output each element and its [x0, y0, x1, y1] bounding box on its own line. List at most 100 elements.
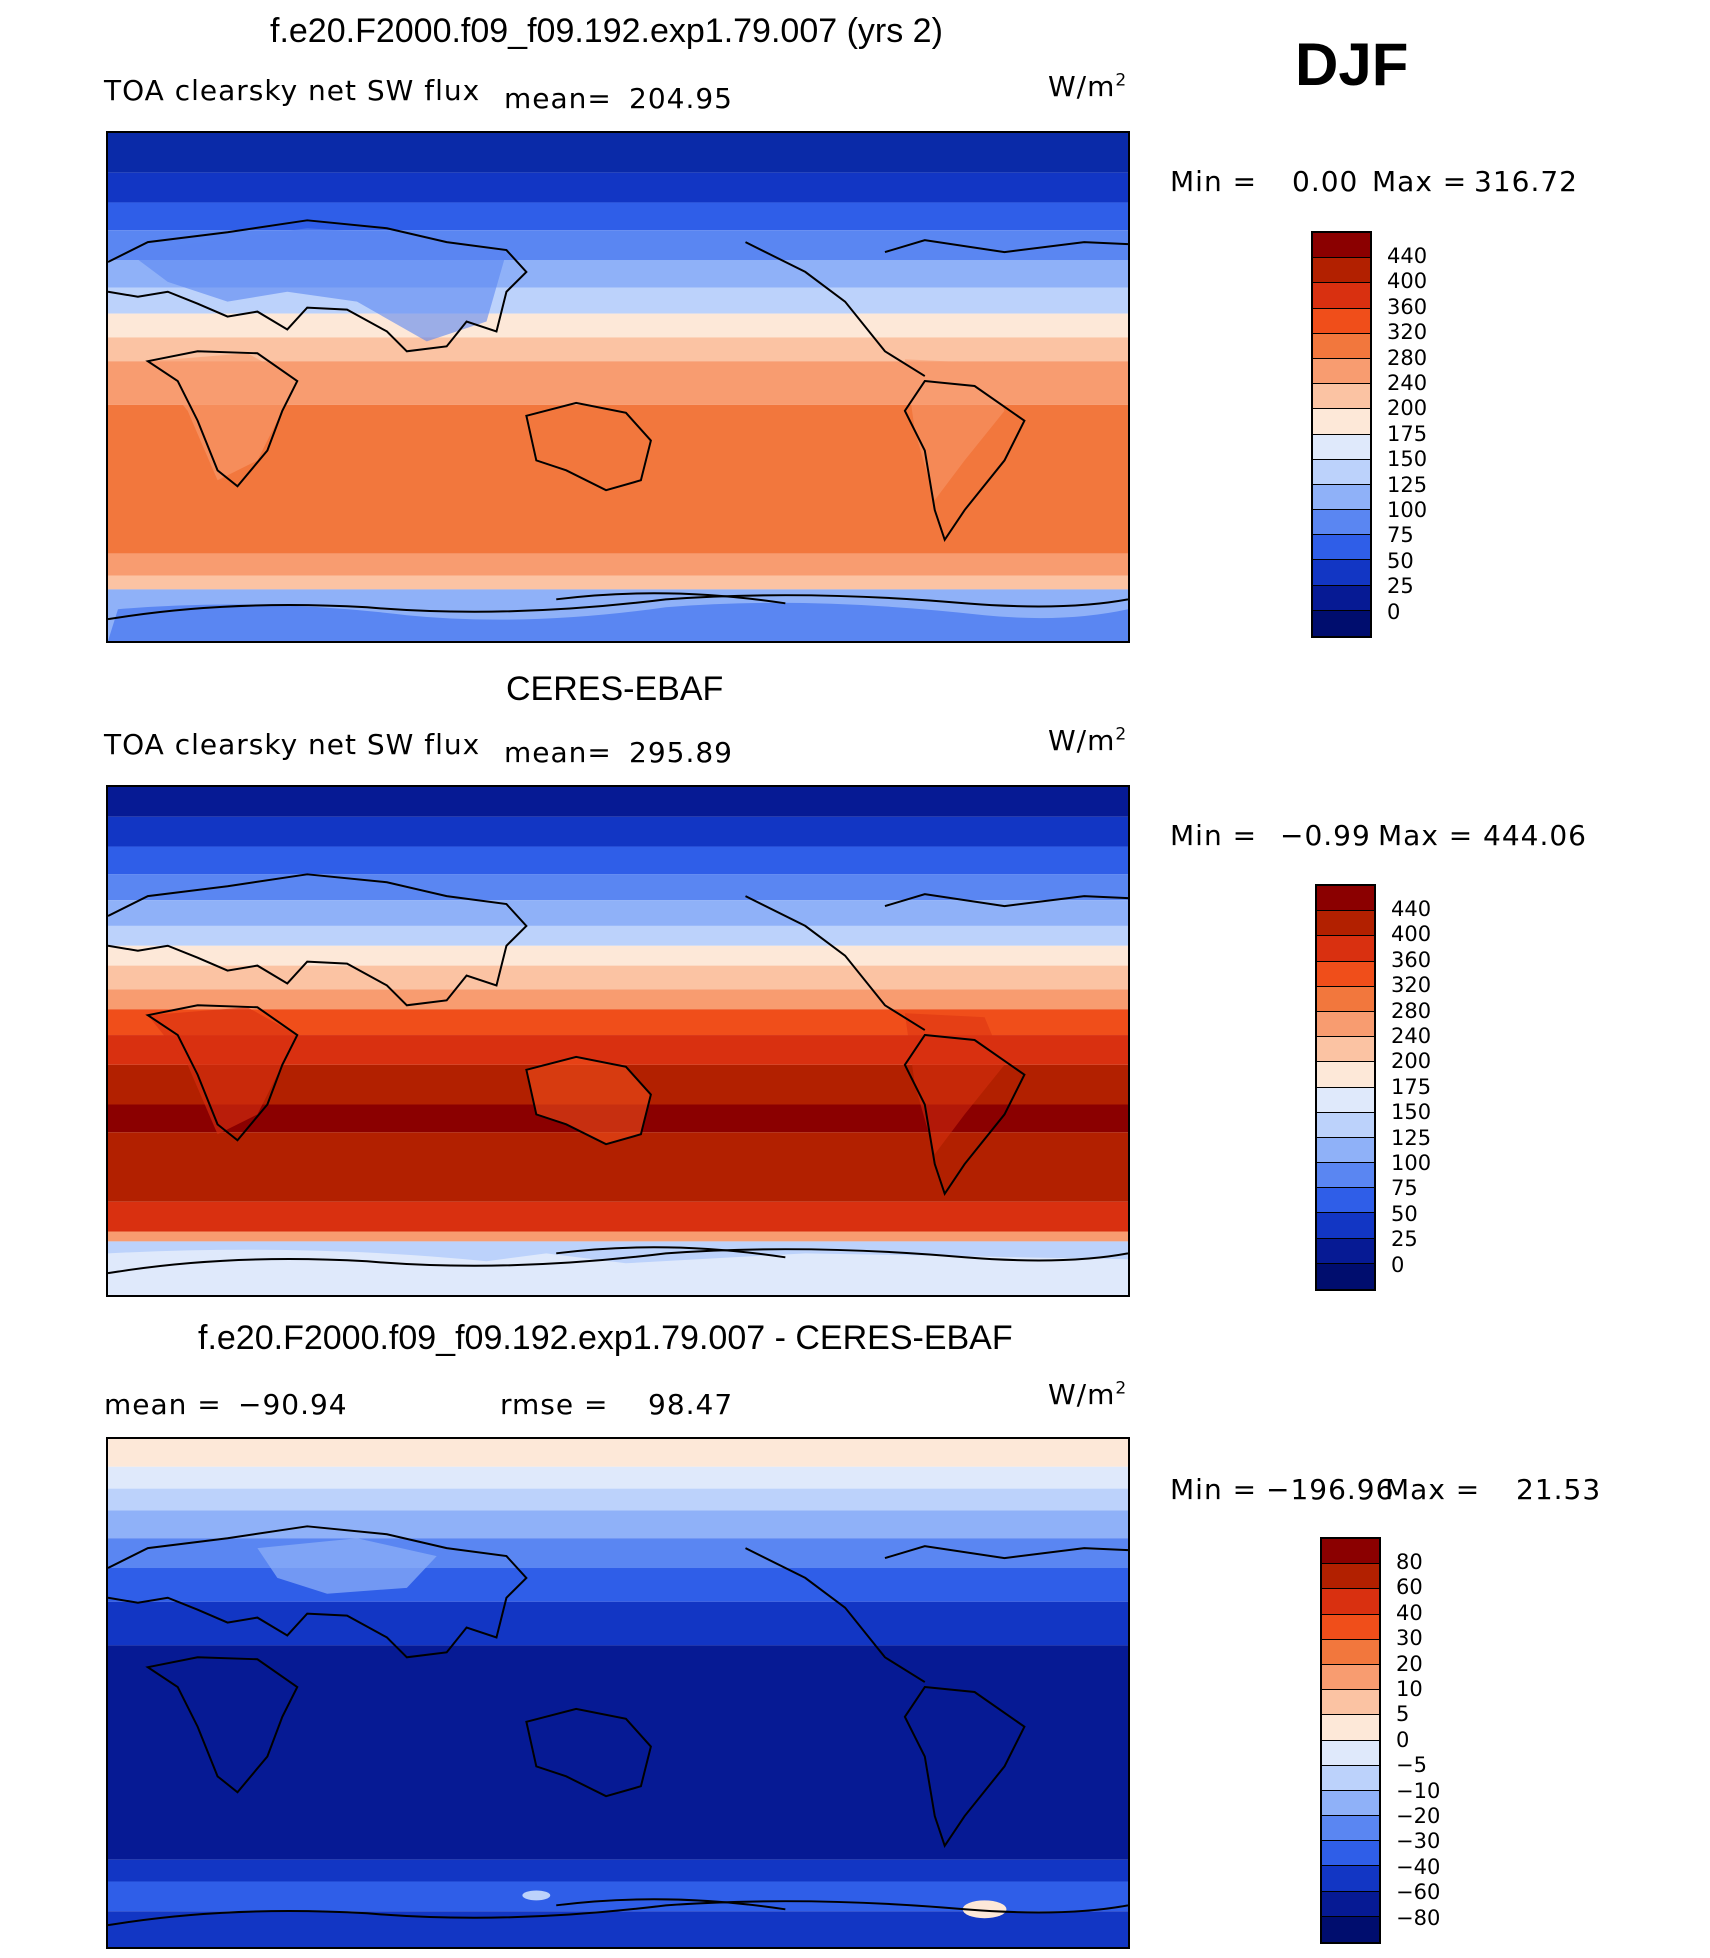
- p3-colorbar-tick-label: −40: [1396, 1854, 1441, 1879]
- colorbar-segment: [1322, 1664, 1379, 1691]
- colorbar-segment: [1313, 384, 1370, 410]
- panel2-colorbar: [1315, 884, 1376, 1291]
- colorbar-segment: [1317, 1037, 1374, 1063]
- panel3-rmse-value: 98.47: [648, 1388, 734, 1421]
- p1-colorbar-tick-label: 400: [1387, 269, 1428, 294]
- colorbar-segment: [1313, 409, 1370, 435]
- colorbar-segment: [1322, 1614, 1379, 1640]
- p3-colorbar-tick-label: −80: [1396, 1905, 1441, 1930]
- colorbar-segment: [1322, 1589, 1379, 1615]
- colorbar-segment: [1317, 961, 1374, 987]
- p1-colorbar-tick-label: 125: [1387, 472, 1428, 497]
- p1-colorbar-tick-label: 280: [1387, 345, 1428, 370]
- p2-colorbar-tick-label: 240: [1391, 1024, 1432, 1048]
- panel1-model-map: [106, 131, 1130, 643]
- panel1-mean-label: mean=: [504, 82, 612, 115]
- colorbar-segment: [1313, 484, 1370, 511]
- p3-colorbar-tick-label: 40: [1396, 1600, 1423, 1625]
- p2-colorbar-tick-label: 100: [1391, 1151, 1432, 1175]
- p2-colorbar-tick-label: 150: [1391, 1100, 1432, 1125]
- colorbar-segment: [1317, 1163, 1374, 1189]
- panel2-max-label: Max =: [1378, 819, 1474, 852]
- colorbar-segment: [1317, 1188, 1374, 1214]
- colorbar-segment: [1322, 1841, 1379, 1867]
- p2-colorbar-tick-label: 125: [1391, 1125, 1432, 1150]
- p3-colorbar-tick-label: −5: [1396, 1753, 1427, 1778]
- colorbar-segment: [1317, 1263, 1374, 1289]
- colorbar-segment: [1322, 1740, 1379, 1766]
- panel2-min-label: Min =: [1170, 819, 1258, 852]
- p3-colorbar-tick-label: −60: [1396, 1880, 1441, 1905]
- p1-colorbar-tick-label: 240: [1387, 371, 1428, 395]
- colorbar-segment: [1317, 1213, 1374, 1239]
- colorbar-segment: [1317, 1112, 1374, 1138]
- p3-colorbar-tick-label: −10: [1396, 1778, 1441, 1803]
- panel1-mean-value: 204.95: [629, 82, 733, 115]
- panel2-mean-label: mean=: [504, 736, 612, 769]
- panel2-min-value: −0.99: [1280, 819, 1371, 852]
- p3-colorbar-tick-label: 0: [1396, 1727, 1410, 1752]
- panel1-min-value: 0.00: [1292, 165, 1359, 198]
- p1-colorbar-tick-label: 50: [1387, 548, 1414, 573]
- p3-colorbar-tick-label: 60: [1396, 1575, 1423, 1600]
- colorbar-segment: [1313, 283, 1370, 309]
- colorbar-segment: [1322, 1816, 1379, 1842]
- colorbar-segment: [1317, 1062, 1374, 1088]
- panel3-mean-value: −90.94: [238, 1388, 348, 1421]
- colorbar-segment: [1313, 510, 1370, 536]
- panel2-mean-value: 295.89: [629, 736, 733, 769]
- colorbar-segment: [1317, 1011, 1374, 1038]
- colorbar-segment: [1313, 434, 1370, 460]
- panel3-mean-label: mean =: [104, 1388, 222, 1421]
- colorbar-segment: [1317, 936, 1374, 962]
- panel2-variable: TOA clearsky net SW flux: [104, 728, 481, 761]
- colorbar-segment: [1322, 1790, 1379, 1817]
- panel1-units: W/m2: [1048, 70, 1128, 103]
- panel1-min-label: Min =: [1170, 165, 1258, 198]
- panel3-difference-map: [106, 1437, 1130, 1949]
- colorbar-segment: [1322, 1765, 1379, 1791]
- panel3-min-label: Min =: [1170, 1473, 1258, 1506]
- p1-colorbar-tick-label: 0: [1387, 599, 1401, 624]
- colorbar-segment: [1313, 535, 1370, 561]
- p1-colorbar-tick-label: 100: [1387, 498, 1428, 522]
- p2-colorbar-tick-label: 75: [1391, 1176, 1418, 1201]
- panel1-title: f.e20.F2000.f09_f09.192.exp1.79.007 (yrs…: [270, 12, 943, 50]
- p2-colorbar-tick-label: 0: [1391, 1252, 1405, 1277]
- colorbar-segment: [1322, 1916, 1379, 1942]
- panel3-rmse-label: rmse =: [500, 1388, 609, 1421]
- p3-colorbar-tick-label: 10: [1396, 1677, 1423, 1701]
- p2-colorbar-tick-label: 320: [1391, 973, 1432, 998]
- panel2-observed-map: [106, 785, 1130, 1297]
- colorbar-segment: [1322, 1539, 1379, 1565]
- p1-colorbar-tick-label: 75: [1387, 523, 1414, 548]
- colorbar-segment: [1313, 333, 1370, 359]
- panel2-max-value: 444.06: [1483, 819, 1587, 852]
- colorbar-segment: [1322, 1690, 1379, 1716]
- colorbar-segment: [1322, 1715, 1379, 1741]
- p2-colorbar-tick-label: 360: [1391, 947, 1432, 972]
- p2-colorbar-tick-label: 175: [1391, 1074, 1432, 1099]
- colorbar-segment: [1322, 1891, 1379, 1917]
- colorbar-segment: [1313, 560, 1370, 586]
- p1-colorbar-tick-label: 320: [1387, 320, 1428, 345]
- p1-colorbar-tick-label: 175: [1387, 421, 1428, 446]
- p1-colorbar-tick-label: 440: [1387, 244, 1428, 268]
- p3-colorbar-tick-label: 20: [1396, 1651, 1423, 1676]
- p2-colorbar-tick-label: 280: [1391, 998, 1432, 1023]
- panel3-title: f.e20.F2000.f09_f09.192.exp1.79.007 - CE…: [198, 1319, 1013, 1357]
- panel2-units: W/m2: [1048, 724, 1128, 757]
- colorbar-segment: [1313, 258, 1370, 284]
- p3-colorbar-tick-label: 30: [1396, 1626, 1423, 1651]
- panel1-variable: TOA clearsky net SW flux: [104, 74, 481, 107]
- p3-colorbar-tick-label: 80: [1396, 1550, 1423, 1574]
- colorbar-segment: [1322, 1564, 1379, 1590]
- panel2-title: CERES-EBAF: [506, 670, 724, 708]
- p2-colorbar-tick-label: 50: [1391, 1201, 1418, 1226]
- colorbar-segment: [1322, 1639, 1379, 1665]
- panel3-max-label: Max =: [1385, 1473, 1481, 1506]
- p1-colorbar-tick-label: 150: [1387, 447, 1428, 472]
- colorbar-segment: [1317, 986, 1374, 1012]
- p2-colorbar-tick-label: 25: [1391, 1227, 1418, 1252]
- panel3-colorbar: [1320, 1537, 1381, 1944]
